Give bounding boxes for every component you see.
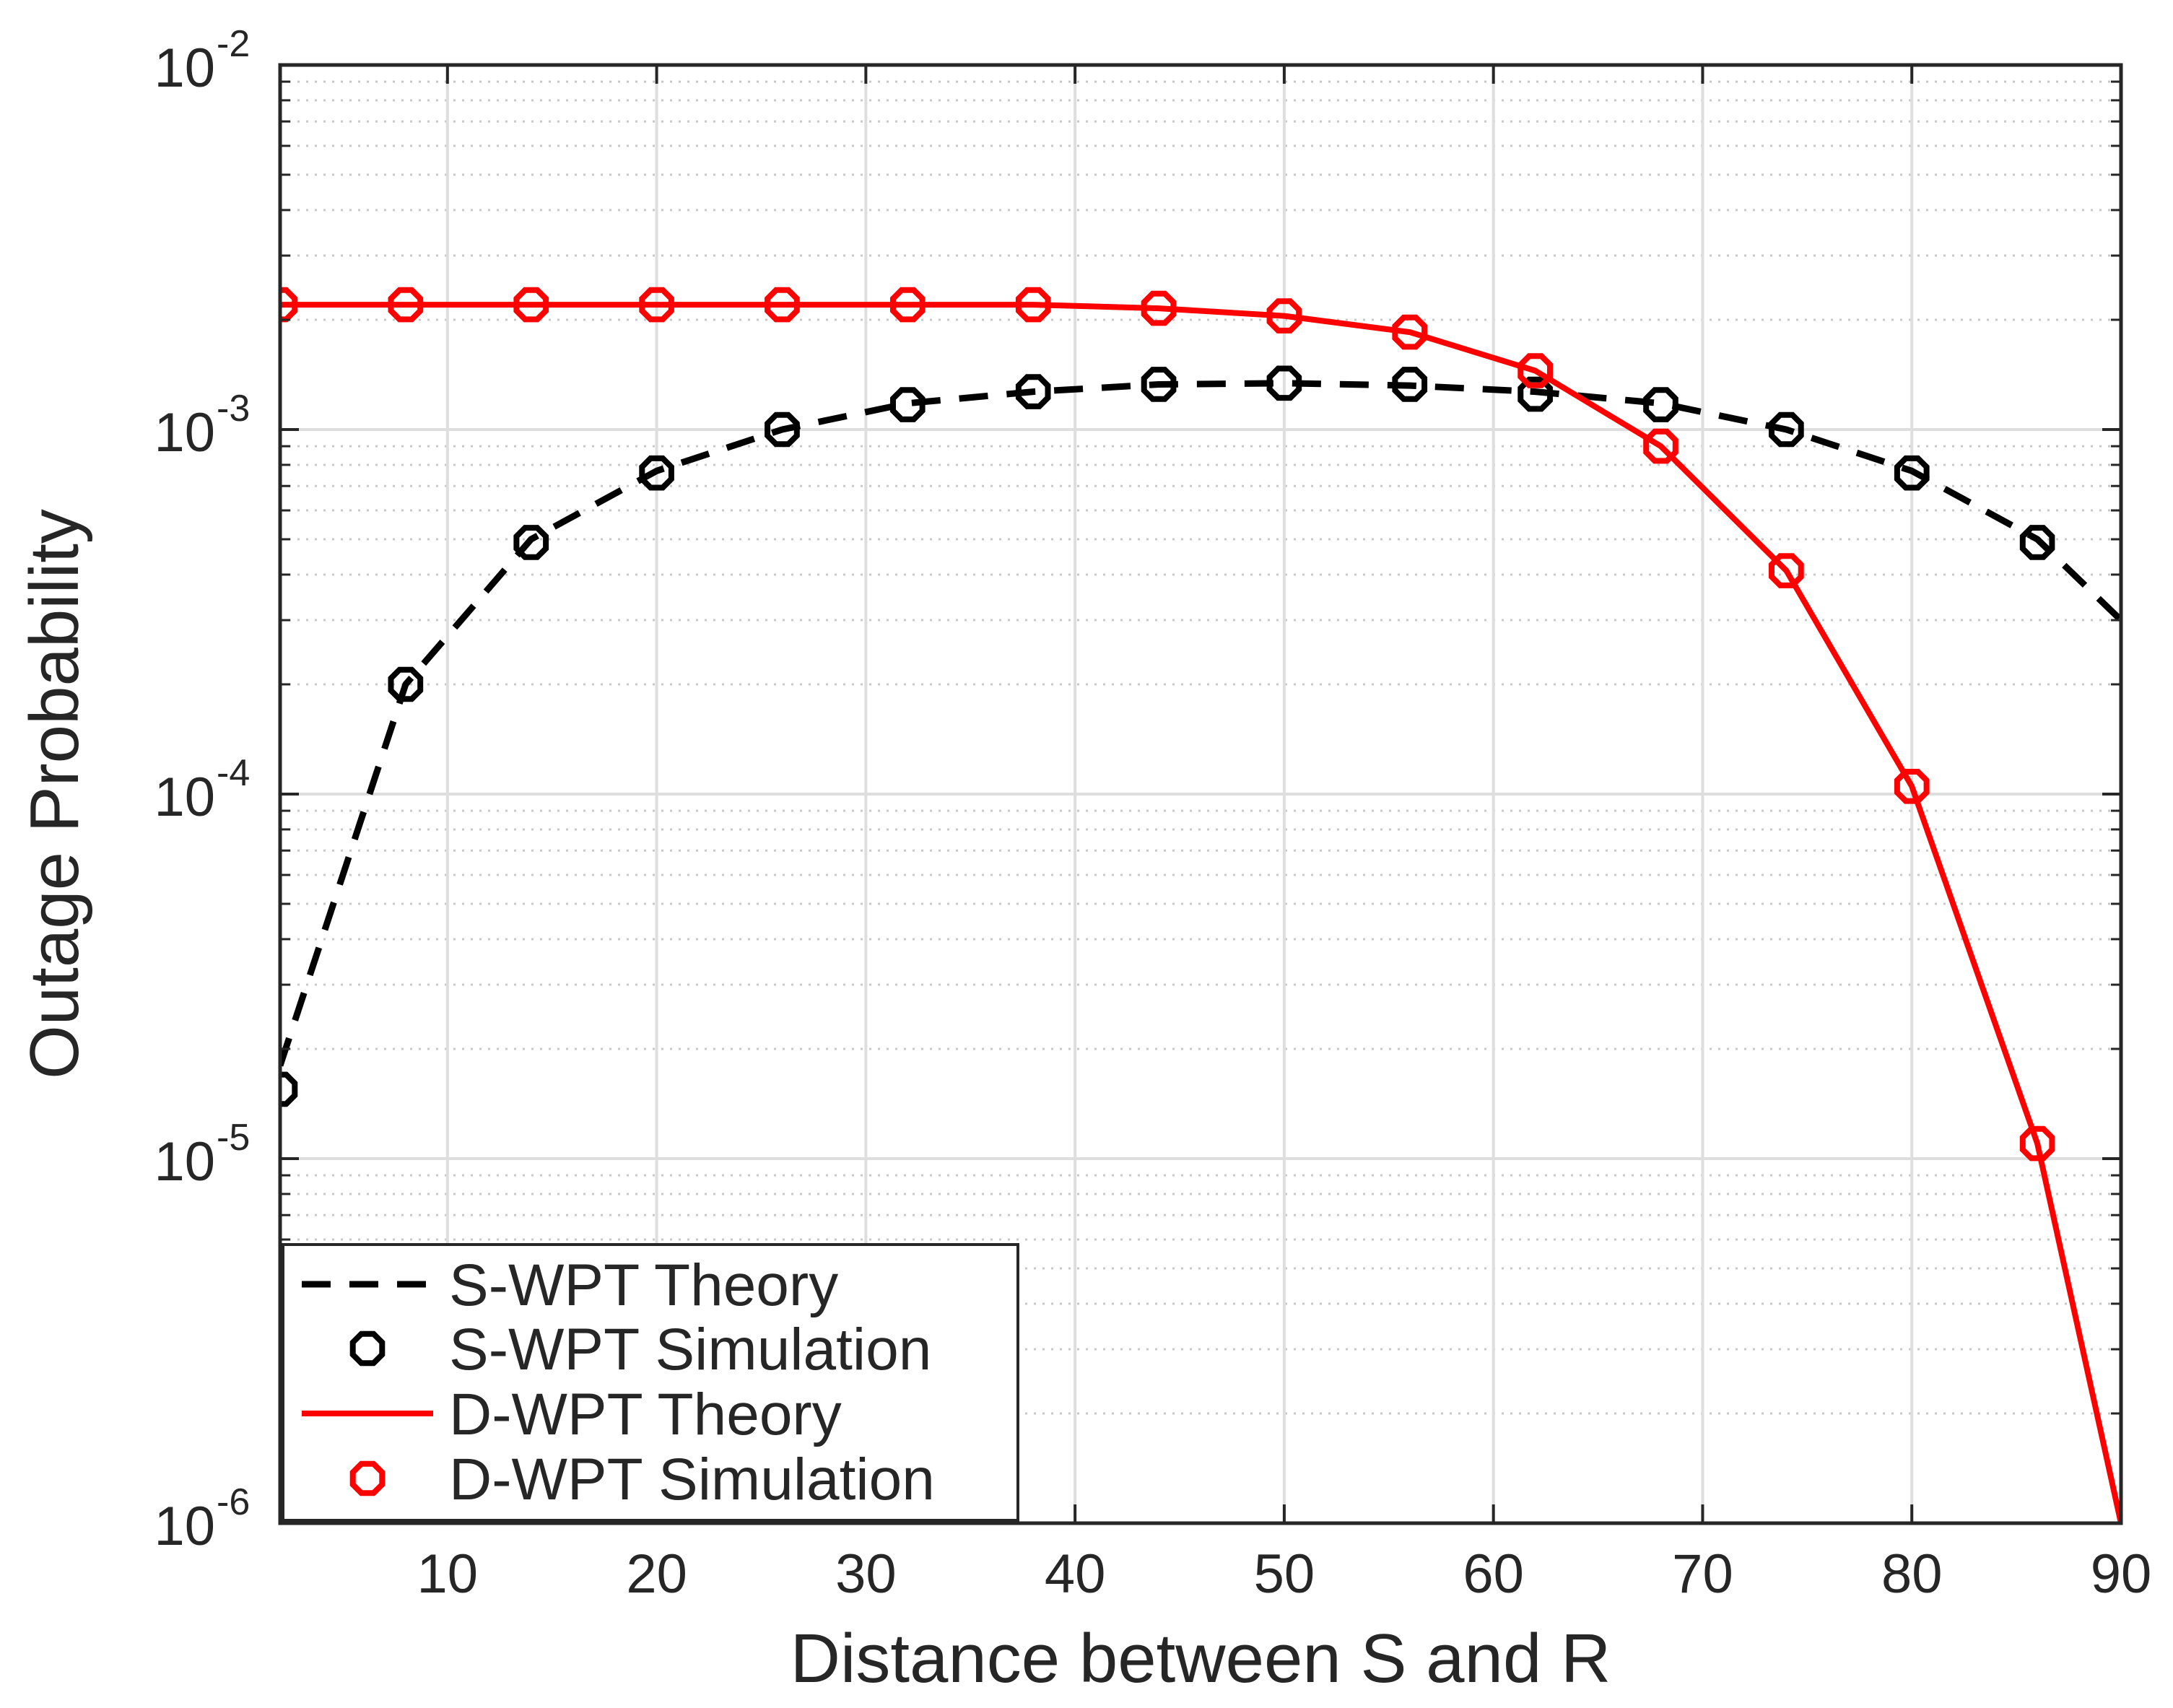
legend-entry: D-WPT Theory [302, 1382, 842, 1447]
legend-label: S-WPT Simulation [449, 1317, 931, 1382]
data-point [1015, 374, 1051, 409]
data-point [1643, 387, 1678, 422]
y-tick-exponent: -3 [217, 388, 250, 430]
data-point [1517, 376, 1553, 412]
legend-label: S-WPT Theory [449, 1252, 838, 1318]
data-point [1392, 314, 1428, 350]
data-point [1266, 298, 1302, 334]
series-line [280, 380, 2121, 1067]
series-layer [280, 287, 2121, 1523]
series-s-wpt-theory [280, 380, 2121, 1067]
data-point [639, 455, 674, 491]
data-point [1894, 455, 1930, 491]
x-tick-label: 50 [1254, 1543, 1315, 1605]
y-tick-label: 10 [154, 1496, 215, 1557]
data-point [1643, 428, 1678, 464]
data-point [639, 287, 674, 323]
y-axis-label: Outage Probability [16, 509, 93, 1079]
data-point [280, 1071, 298, 1107]
series-d-wpt-theory [280, 302, 2121, 1523]
data-point [513, 287, 549, 323]
data-point [765, 411, 800, 448]
x-tick-labels: 10 20 30 40 50 60 70 80 90 [417, 1543, 2152, 1605]
y-tick-exponent: -5 [217, 1117, 250, 1159]
data-point [513, 525, 549, 560]
series-d-wpt-simulation [280, 287, 2055, 1162]
legend-label: D-WPT Theory [449, 1382, 842, 1447]
series-s-wpt-simulation [280, 365, 2055, 1107]
legend-swatch-marker [349, 1460, 386, 1496]
x-axis-label: Distance between S and R [791, 1620, 1611, 1697]
data-point [1769, 411, 1804, 448]
y-tick-exponent: -6 [217, 1481, 250, 1523]
x-tick-label: 10 [417, 1543, 479, 1605]
data-point [1392, 367, 1428, 402]
x-tick-label: 20 [626, 1543, 687, 1605]
legend-label: D-WPT Simulation [449, 1447, 935, 1512]
y-tick-exponent: -4 [217, 752, 250, 794]
data-point [388, 666, 424, 702]
y-tick-label: 10 [154, 767, 215, 828]
data-point [1015, 287, 1051, 323]
data-point [2019, 1125, 2055, 1162]
legend-entry: D-WPT Simulation [349, 1447, 935, 1512]
data-point [2019, 525, 2055, 560]
data-point [1141, 367, 1177, 402]
y-tick-labels: 10-610-510-410-310-2 [154, 23, 250, 1557]
y-tick-exponent: -2 [217, 23, 250, 65]
data-point [1141, 290, 1177, 326]
y-tick-label: 10 [154, 1131, 215, 1193]
data-point [765, 287, 800, 323]
data-point [890, 387, 926, 422]
data-point [1894, 769, 1930, 804]
data-point [1266, 365, 1302, 401]
data-point [1517, 353, 1553, 388]
x-tick-label: 40 [1045, 1543, 1106, 1605]
series-line [280, 302, 2121, 1523]
legend-entry: S-WPT Theory [302, 1252, 838, 1318]
x-tick-label: 90 [2091, 1543, 2152, 1605]
x-tick-label: 80 [1881, 1543, 1943, 1605]
x-tick-label: 60 [1463, 1543, 1524, 1605]
y-tick-label: 10 [154, 38, 215, 99]
legend-swatch-marker [349, 1330, 386, 1367]
x-tick-label: 70 [1672, 1543, 1733, 1605]
x-tick-label: 30 [835, 1543, 897, 1605]
legend-box [282, 1243, 1019, 1522]
y-tick-label: 10 [154, 402, 215, 463]
data-point [890, 287, 926, 323]
legend-entry: S-WPT Simulation [349, 1317, 931, 1382]
data-point [388, 287, 424, 323]
minor-grid [280, 80, 2121, 1415]
data-point [1769, 553, 1804, 588]
